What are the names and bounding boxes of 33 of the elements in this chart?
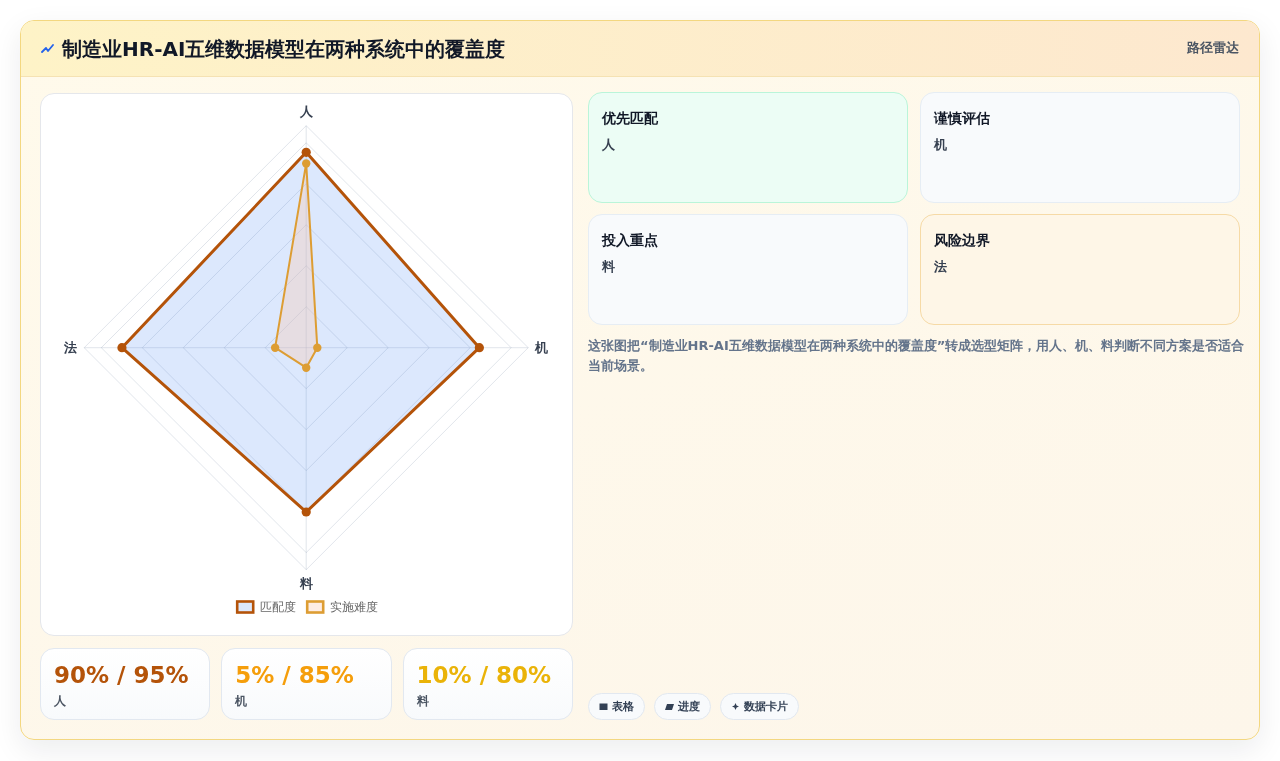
value-label: 5% / 85% xyxy=(235,661,354,690)
category-label: 优先匹配 xyxy=(602,109,658,128)
category-label: 人 xyxy=(54,693,66,709)
chip: 进度 xyxy=(654,693,711,720)
card: 谨慎评估 机 xyxy=(920,92,1240,203)
value-label: 人 xyxy=(602,136,615,154)
legend-label: 实施难度 xyxy=(329,600,378,614)
card: 10% / 80% 料 xyxy=(402,648,573,720)
value-label: 法 xyxy=(934,258,947,276)
value-label: 10% / 80% xyxy=(416,661,552,690)
text: 路径雷达 xyxy=(1187,39,1239,57)
value-label: 机 xyxy=(934,136,947,154)
card: 优先匹配 人 xyxy=(588,92,908,203)
card: 投入重点 料 xyxy=(588,214,908,325)
spoke-label: 机 xyxy=(534,340,548,356)
spoke-label: 料 xyxy=(298,575,313,591)
value-label: 料 xyxy=(602,258,615,276)
category-label: 料 xyxy=(416,693,429,709)
text: 制造业HR-AI五维数据模型在两种系统中的覆盖度 xyxy=(62,36,506,62)
value-label: 90% / 95% xyxy=(54,661,189,690)
card: 风险边界 法 xyxy=(920,214,1240,325)
legend-label: 匹配度 xyxy=(259,600,296,614)
category-label: 投入重点 xyxy=(602,231,658,250)
category-label: 机 xyxy=(235,693,248,709)
chip: 数据卡片 xyxy=(720,693,799,720)
text: 这张图把“制造业HR-AI五维数据模型在两种系统中的覆盖度”转成选型矩阵，用人、机、料判断不同方案是否适合当前场景。 xyxy=(588,337,1246,375)
card: 5% / 85% 机 xyxy=(221,648,392,720)
spoke-label: 法 xyxy=(63,340,78,356)
category-label: 风险边界 xyxy=(934,231,990,250)
card: 90% / 95% 人 xyxy=(40,648,211,720)
chip: 表格 xyxy=(588,693,645,720)
category-label: 谨慎评估 xyxy=(934,109,990,128)
spoke-label: 人 xyxy=(298,103,314,119)
